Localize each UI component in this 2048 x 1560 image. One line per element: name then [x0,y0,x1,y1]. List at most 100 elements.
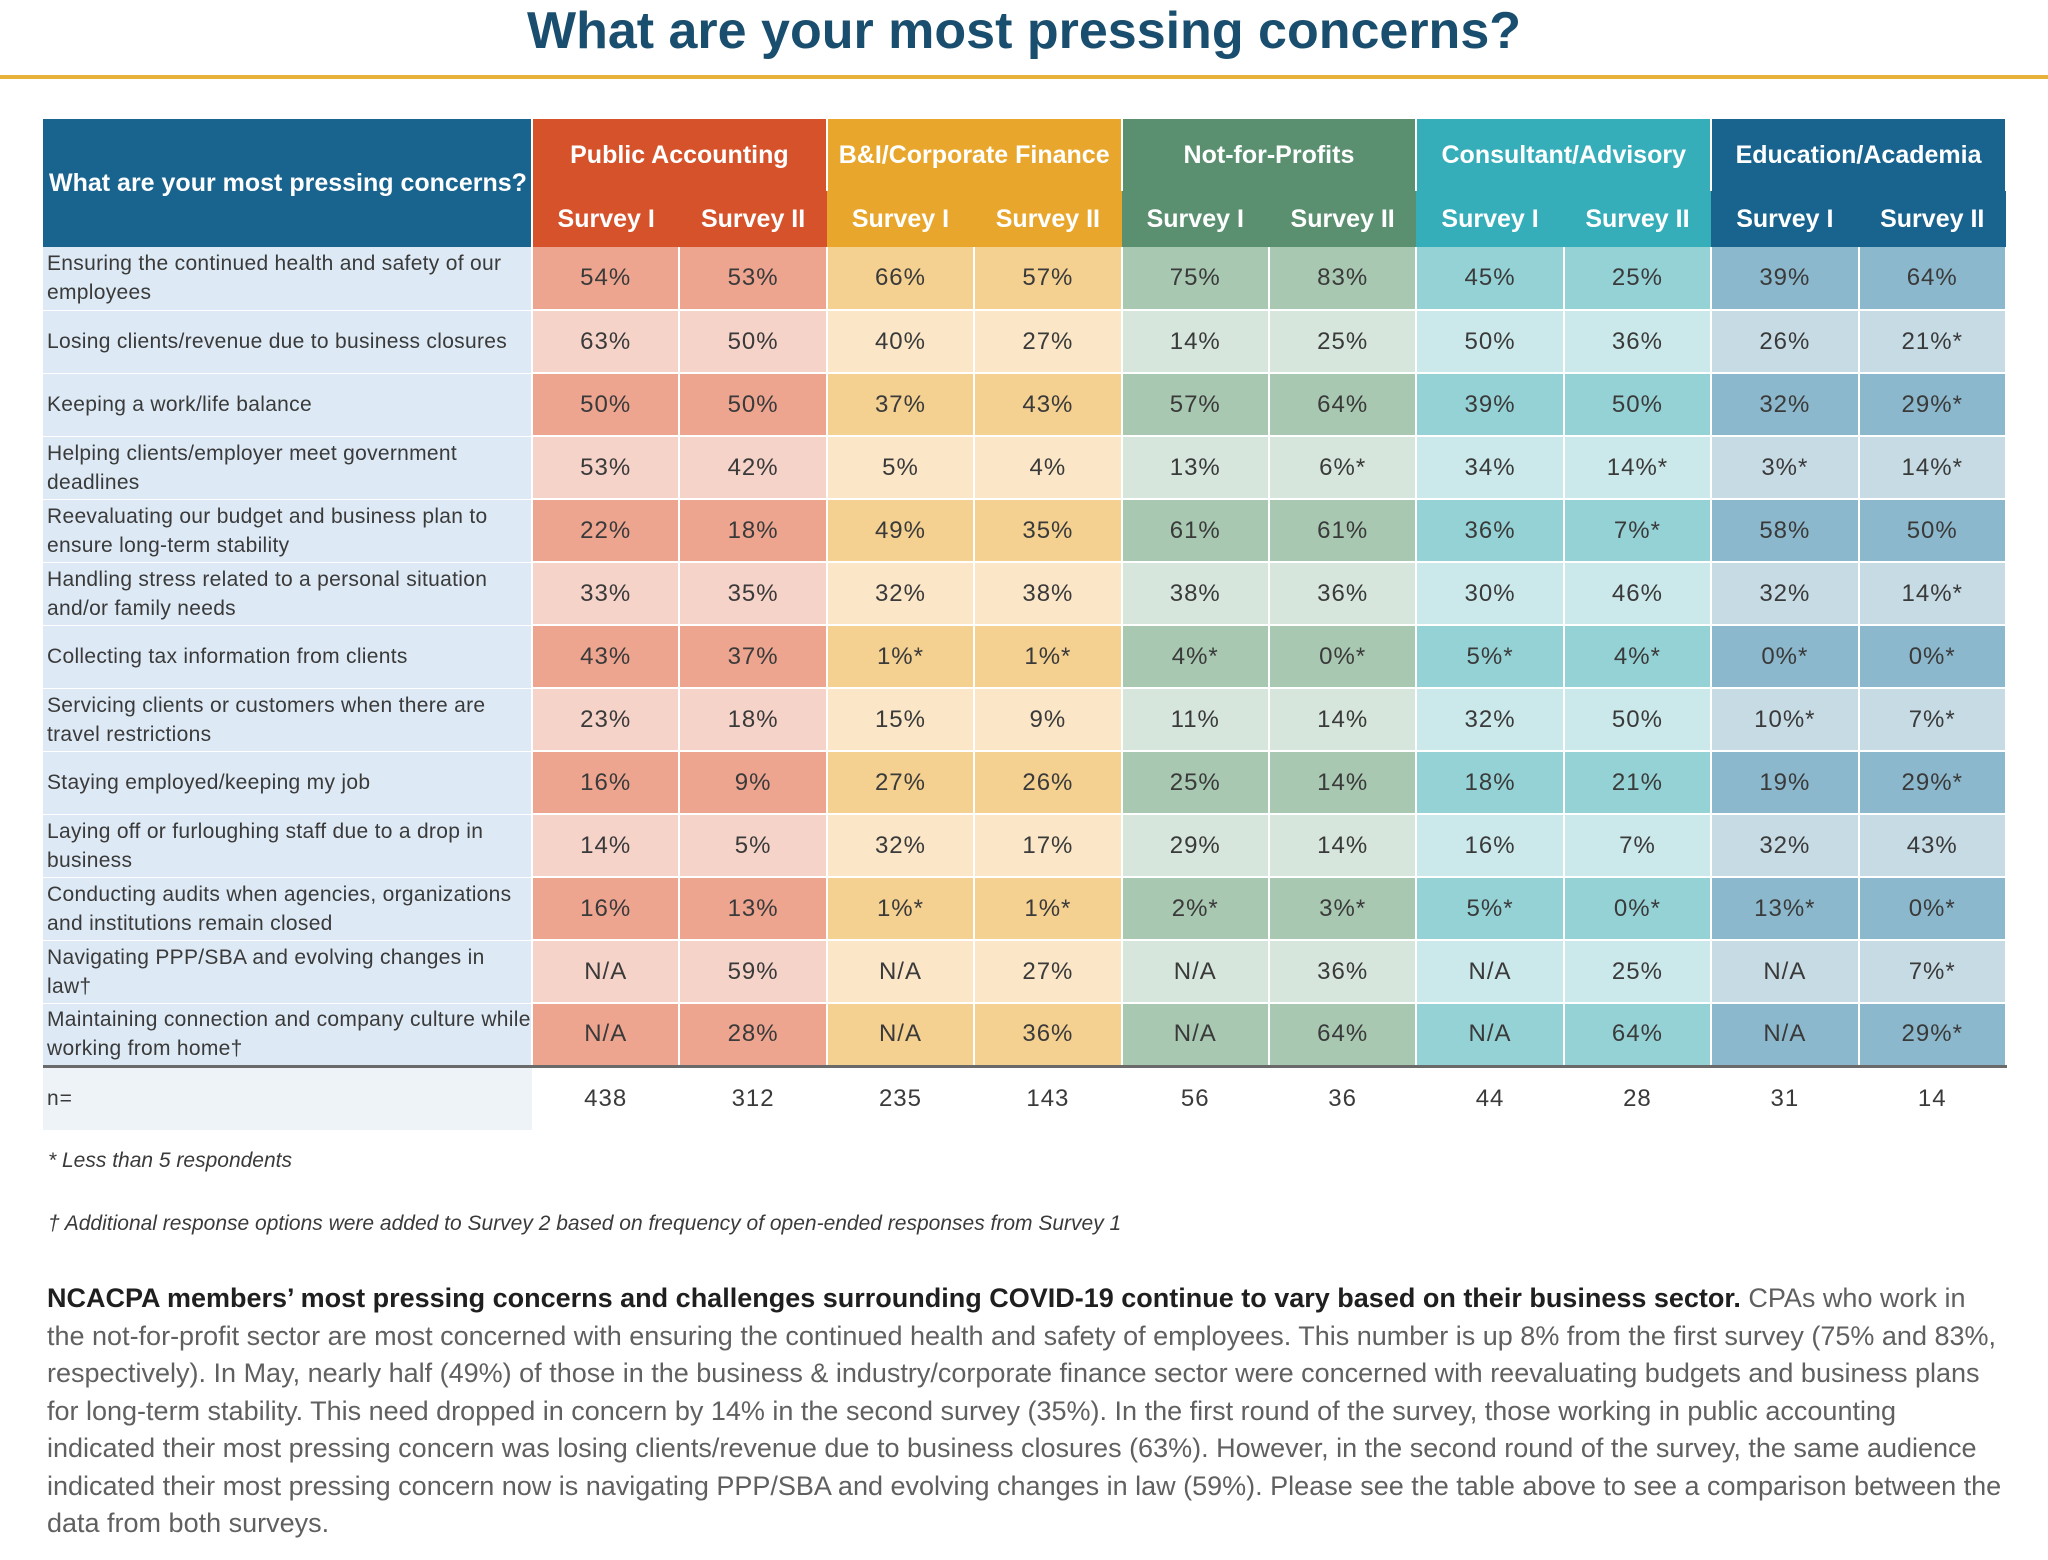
concern-label: Staying employed/keeping my job [43,751,533,815]
value-cell: 14%* [1563,436,1713,500]
summary-lead: NCACPA members’ most pressing concerns a… [47,1283,1741,1313]
concern-label: Navigating PPP/SBA and evolving changes … [43,940,533,1004]
sample-size-value: 28 [1563,1064,1712,1130]
value-cell: 16% [532,751,681,815]
value-cell: 18% [679,688,828,752]
value-cell: 43% [974,373,1123,437]
value-cell: 64% [1563,1003,1713,1067]
sample-size-value: 235 [826,1064,975,1130]
value-cell: 1%* [974,877,1123,941]
value-cell: 35% [679,562,828,626]
value-cell: 16% [1416,814,1565,878]
value-cell: 28% [679,1003,828,1067]
value-cell: 30% [1416,562,1565,626]
value-cell: 36% [1268,562,1418,626]
value-cell: 64% [1268,373,1418,437]
value-cell: 36% [1416,499,1565,563]
value-cell: 36% [1268,940,1418,1004]
value-cell: 46% [1563,562,1713,626]
value-cell: 35% [974,499,1123,563]
concern-label: Servicing clients or customers when ther… [43,688,533,752]
value-cell: 0%* [1268,625,1418,689]
survey-header: Survey II [679,191,827,247]
value-cell: 25% [1563,247,1713,311]
value-cell: 33% [532,562,681,626]
dagger-footnote: † Additional response options were added… [48,1212,1122,1235]
value-cell: 21%* [1858,310,2007,374]
concern-label: Conducting audits when agencies, organiz… [43,877,533,941]
table-row: Conducting audits when agencies, organiz… [43,877,2007,941]
value-cell: 64% [1268,1003,1418,1067]
value-cell: 50% [1858,499,2007,563]
value-cell: 4%* [1121,625,1270,689]
value-cell: 40% [826,310,976,374]
table-row: Reevaluating our budget and business pla… [43,499,2007,563]
value-cell: 50% [532,373,681,437]
table-row: Collecting tax information from clients 4… [43,625,2007,689]
value-cell: 39% [1416,373,1565,437]
table-row: Navigating PPP/SBA and evolving changes … [43,940,2007,1004]
asterisk-footnote: * Less than 5 respondents [48,1149,293,1172]
concerns-table: What are your most pressing concerns? Pu… [43,119,2007,1130]
value-cell: 5% [826,436,976,500]
value-cell: 64% [1858,247,2007,311]
value-cell: 7%* [1858,940,2007,1004]
value-cell: 15% [826,688,976,752]
sample-size-row: n= 438 312 235 143 56 36 44 28 31 14 [43,1064,2006,1130]
survey-header: Survey I [1416,191,1564,247]
value-cell: N/A [1711,1003,1860,1067]
value-cell: 18% [1416,751,1565,815]
value-cell: 13%* [1711,877,1860,941]
concern-label: Keeping a work/life balance [43,373,533,437]
value-cell: N/A [1121,940,1270,1004]
value-cell: 53% [532,436,681,500]
value-cell: 63% [532,310,681,374]
value-cell: N/A [826,940,976,1004]
group-header-education-academia: Education/Academia [1711,119,2007,191]
sample-size-label: n= [43,1064,532,1130]
value-cell: 57% [1121,373,1270,437]
concern-label: Reevaluating our budget and business pla… [43,499,533,563]
concern-label: Collecting tax information from clients [43,625,533,689]
value-cell: 83% [1268,247,1418,311]
value-cell: N/A [532,940,681,1004]
value-cell: 50% [1563,373,1713,437]
value-cell: 14% [532,814,681,878]
value-cell: 37% [826,373,976,437]
survey-header: Survey I [532,191,680,247]
value-cell: 14% [1268,688,1418,752]
value-cell: 5%* [1416,625,1565,689]
survey-header: Survey I [826,191,975,247]
value-cell: 36% [974,1003,1123,1067]
value-cell: 14%* [1858,436,2007,500]
value-cell: 59% [679,940,828,1004]
value-cell: 0%* [1858,877,2007,941]
value-cell: N/A [532,1003,681,1067]
value-cell: 36% [1563,310,1713,374]
value-cell: 13% [679,877,828,941]
value-cell: 27% [974,940,1123,1004]
value-cell: 26% [974,751,1123,815]
concern-label: Maintaining connection and company cultu… [43,1003,533,1067]
value-cell: 38% [974,562,1123,626]
value-cell: 0%* [1563,877,1713,941]
concern-label: Ensuring the continued health and safety… [43,247,533,311]
value-cell: 58% [1711,499,1860,563]
value-cell: 50% [679,373,828,437]
group-header-b-i-corporate-finance: B&I/Corporate Finance [826,119,1123,191]
value-cell: 14% [1121,310,1270,374]
value-cell: 16% [532,877,681,941]
value-cell: 32% [1711,562,1860,626]
survey-header: Survey II [1268,191,1417,247]
table-row: Staying employed/keeping my job 16% 9% 27% 2… [43,751,2007,815]
concern-label: Laying off or furloughing staff due to a… [43,814,533,878]
value-cell: 43% [532,625,681,689]
table-row: Laying off or furloughing staff due to a… [43,814,2007,878]
value-cell: 34% [1416,436,1565,500]
value-cell: 32% [1711,373,1860,437]
value-cell: 25% [1563,940,1713,1004]
value-cell: 3%* [1268,877,1418,941]
value-cell: 37% [679,625,828,689]
value-cell: 0%* [1858,625,2007,689]
value-cell: 0%* [1711,625,1860,689]
